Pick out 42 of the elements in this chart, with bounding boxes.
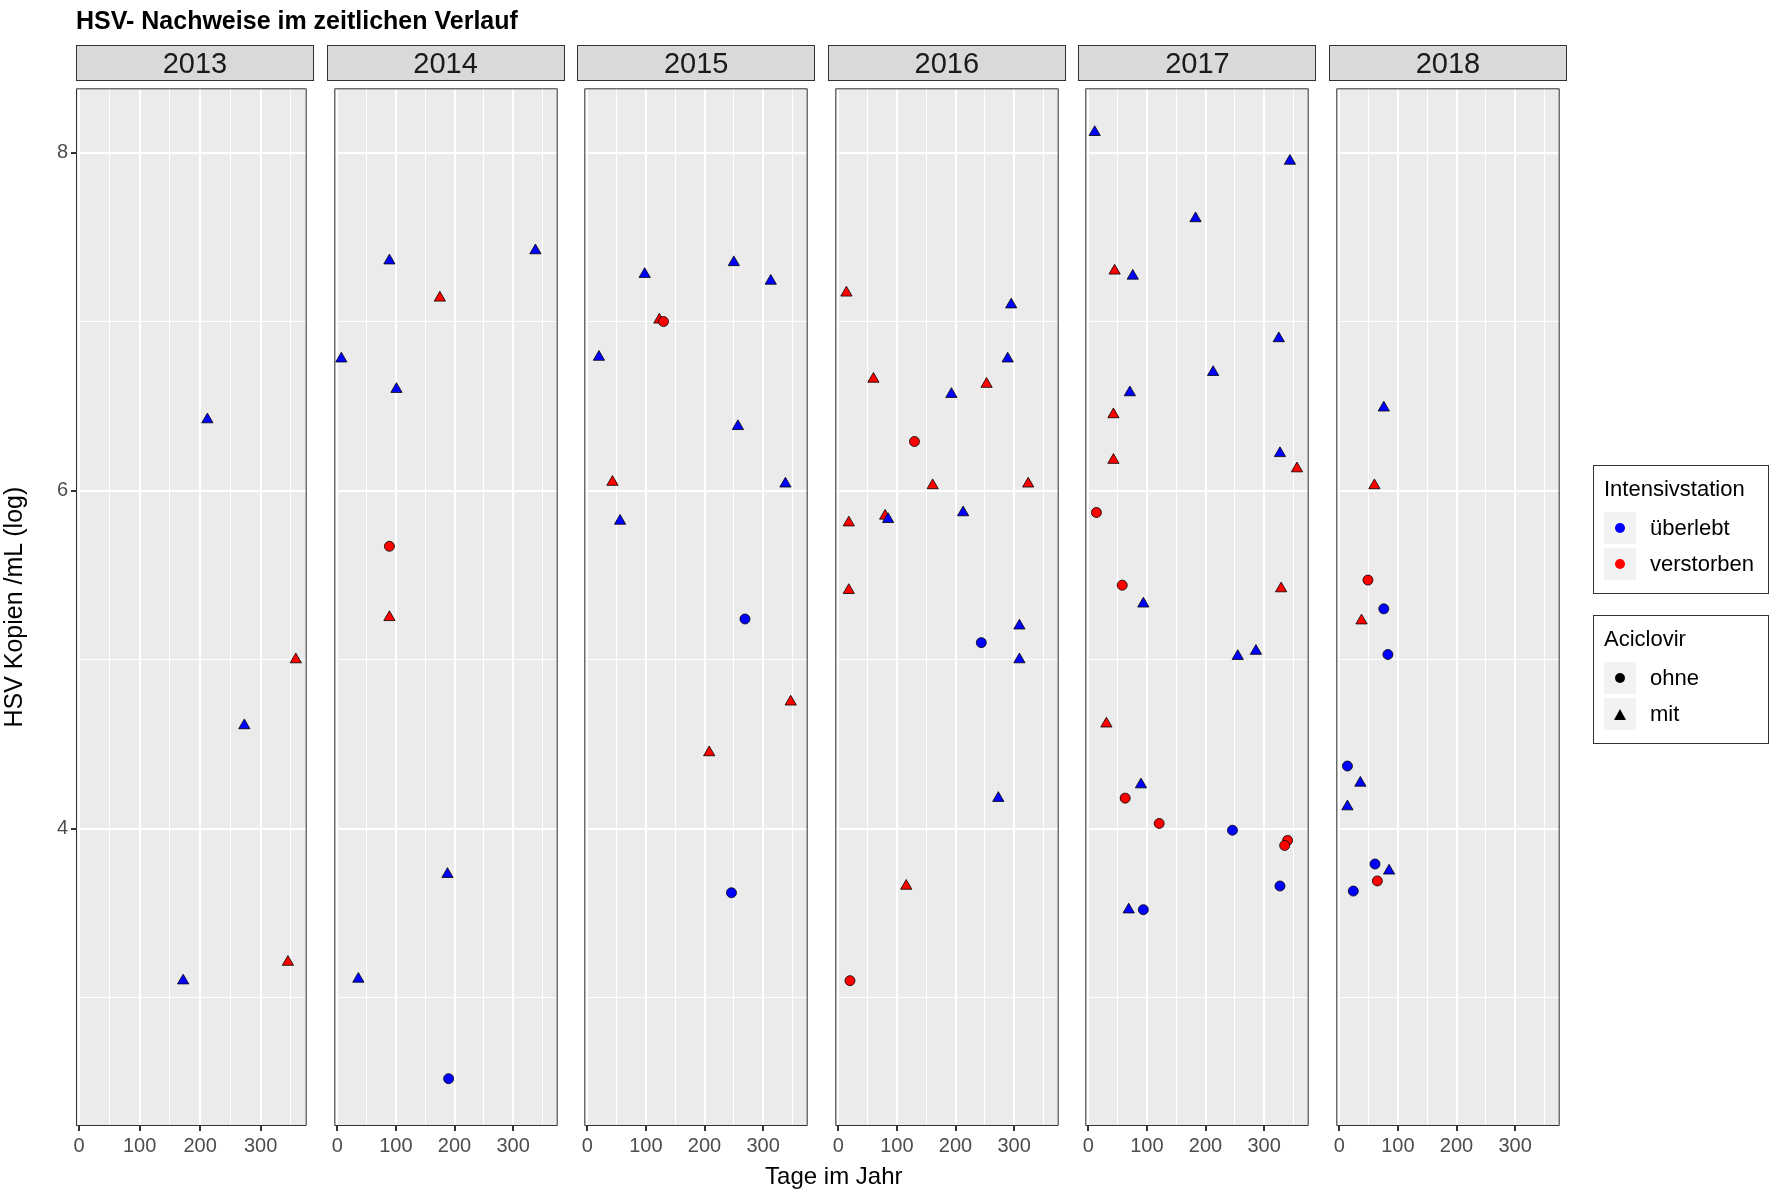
y-axis-title: HSV Kopien /mL (log)	[0, 486, 27, 728]
text: mit	[1650, 701, 1680, 727]
x-tick-label: 200	[688, 1133, 722, 1156]
x-tick-label: 300	[997, 1133, 1031, 1156]
chart-title: 2014	[326, 45, 565, 81]
text: Aciclovir	[1604, 626, 1686, 652]
x-tick-label: 0	[73, 1133, 85, 1156]
text: verstorben	[1650, 551, 1754, 577]
x-tick-label: 300	[1247, 1133, 1282, 1156]
chart-title: 2018	[1329, 45, 1567, 81]
x-tick-label: 100	[122, 1133, 157, 1156]
x-tick-label: 200	[437, 1133, 471, 1156]
text: überlebt	[1650, 515, 1730, 541]
y-tick-label: 4	[56, 816, 68, 839]
x-tick-label: 100	[1381, 1133, 1415, 1156]
x-tick-label: 200	[183, 1133, 217, 1156]
y-tick-label: 6	[56, 478, 68, 501]
chart-title: 2013	[76, 45, 314, 81]
x-tick-label: 0	[581, 1133, 593, 1156]
text: ohne	[1650, 665, 1699, 691]
x-tick-label: 0	[331, 1133, 343, 1156]
x-tick-label: 300	[1498, 1133, 1532, 1156]
x-tick-label: 0	[832, 1133, 844, 1156]
x-tick-label: 200	[1189, 1133, 1223, 1156]
chart-title: 2015	[577, 45, 816, 81]
x-tick-label: 100	[879, 1133, 914, 1156]
x-tick-label: 0	[1083, 1133, 1095, 1156]
x-tick-label: 100	[378, 1133, 413, 1156]
x-tick-label: 100	[1130, 1133, 1164, 1156]
x-tick-label: 300	[746, 1133, 781, 1156]
x-tick-label: 0	[1333, 1133, 1345, 1156]
y-tick-label: 8	[56, 140, 68, 163]
text: Intensivstation	[1604, 476, 1745, 502]
chart-title: 2016	[827, 45, 1066, 81]
x-tick-label: 300	[496, 1133, 530, 1156]
x-tick-label: 300	[243, 1133, 278, 1156]
x-tick-label: 100	[629, 1133, 663, 1156]
chart-title: 2017	[1078, 45, 1317, 81]
x-tick-label: 200	[938, 1133, 972, 1156]
x-tick-label: 200	[1439, 1133, 1474, 1156]
x-axis-title: Tage im Jahr	[764, 1162, 904, 1189]
text: HSV- Nachweise im zeitlichen Verlauf	[76, 6, 518, 35]
